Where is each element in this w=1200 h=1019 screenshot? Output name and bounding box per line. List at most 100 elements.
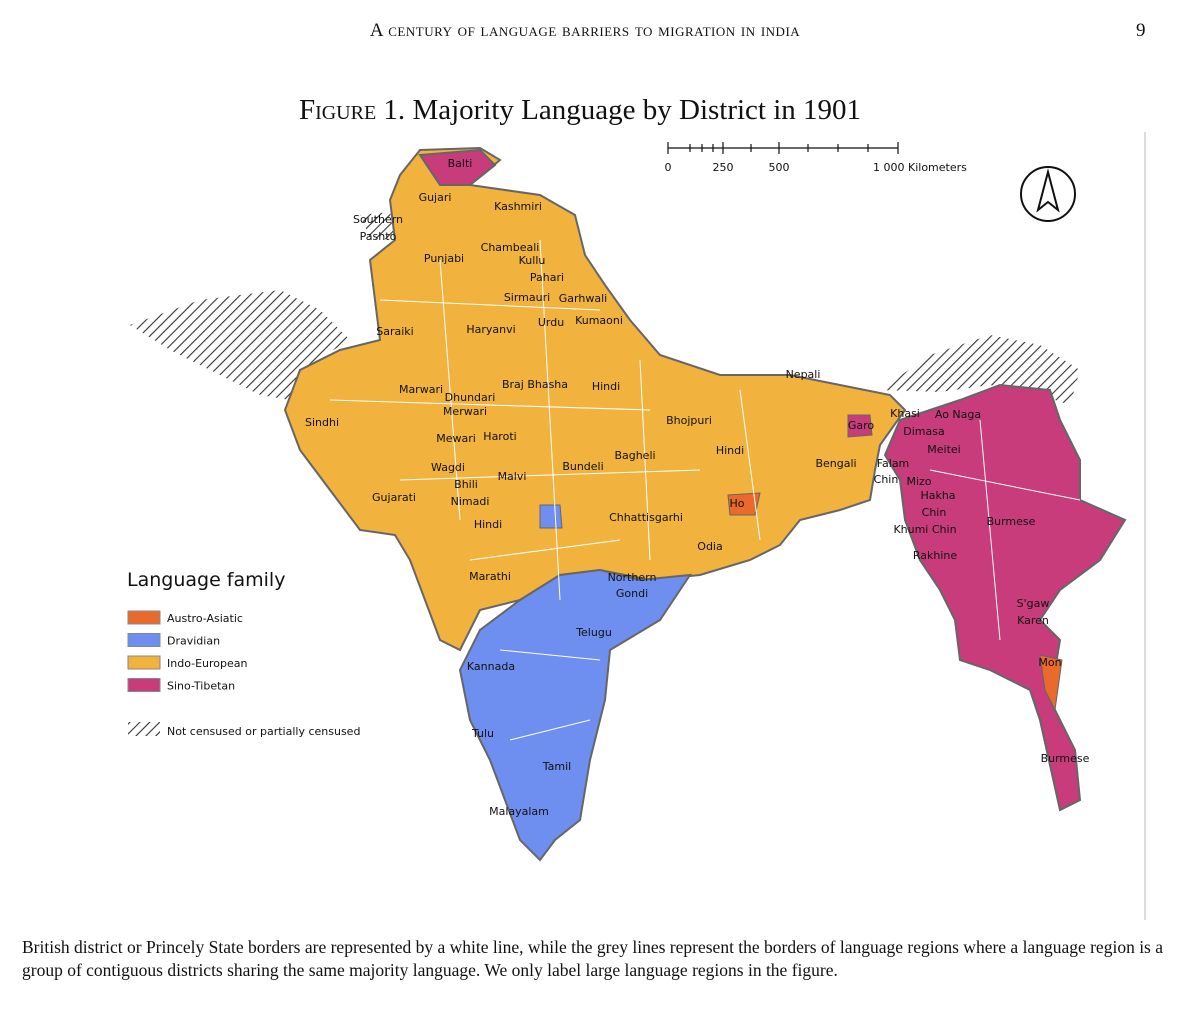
scale-bar bbox=[667, 142, 899, 154]
map-label: Sirmauri bbox=[504, 291, 550, 304]
map-label: Garo bbox=[848, 419, 875, 432]
map-label: Bengali bbox=[815, 457, 856, 470]
map-label: Malayalam bbox=[489, 805, 549, 818]
caption: British district or Princely State borde… bbox=[22, 937, 1164, 980]
map-label: Marathi bbox=[469, 570, 511, 583]
legend-label: Dravidian bbox=[167, 635, 220, 648]
legend-label: Indo-European bbox=[167, 657, 248, 670]
map-label: Ao Naga bbox=[935, 408, 981, 421]
map-label: Kashmiri bbox=[494, 200, 542, 213]
map-label: S'gaw bbox=[1017, 597, 1050, 610]
map-label: Garhwali bbox=[559, 292, 607, 305]
hatch-area bbox=[360, 212, 395, 240]
map-label: Pahari bbox=[530, 271, 564, 284]
map-label: Chhattisgarhi bbox=[609, 511, 683, 524]
map-label: Haryanvi bbox=[466, 323, 515, 336]
map-label: Dimasa bbox=[903, 425, 944, 438]
map-label: Haroti bbox=[483, 430, 516, 443]
legend-swatch bbox=[127, 655, 161, 670]
map-label: Tulu bbox=[471, 727, 494, 740]
hatch-area bbox=[130, 290, 350, 400]
map-label: Saraiki bbox=[376, 325, 413, 338]
legend-swatch bbox=[127, 610, 161, 625]
map-label: Punjabi bbox=[424, 252, 464, 265]
map-label: Chambeali bbox=[481, 241, 540, 254]
scale-label: 0 bbox=[665, 161, 672, 174]
map-label: Marwari bbox=[399, 383, 443, 396]
scale-label: 1 000 Kilometers bbox=[873, 161, 967, 174]
map-label: Karen bbox=[1017, 614, 1049, 627]
map-label: Kullu bbox=[519, 254, 546, 267]
map-label: Burmese bbox=[987, 515, 1036, 528]
map-label: Dhundari bbox=[445, 391, 496, 404]
map-label: Odia bbox=[697, 540, 722, 553]
map-label: Urdu bbox=[538, 316, 564, 329]
map-labels: Balti Gujari Kashmiri Southern Pashto Chambea… bbox=[305, 157, 1090, 818]
map-label: Gujarati bbox=[372, 491, 416, 504]
north-arrow bbox=[1020, 166, 1076, 222]
map-label: Hindi bbox=[716, 444, 744, 457]
map-label: Braj Bhasha bbox=[502, 378, 568, 391]
legend-label: Sino-Tibetan bbox=[167, 680, 235, 693]
map-label: Kannada bbox=[467, 660, 515, 673]
map-label: Wagdi bbox=[431, 461, 465, 474]
map-label: Northern bbox=[608, 571, 657, 584]
legend-hatch-label: Not censused or partially censused bbox=[167, 725, 360, 738]
map: 0 250 500 1 000 Kilometers Language fami… bbox=[127, 132, 1146, 920]
map-label: Malvi bbox=[498, 470, 527, 483]
map-label: Pashto bbox=[360, 230, 397, 243]
map-label: Bagheli bbox=[614, 449, 655, 462]
figure-title: Figure 1. Majority Language by District … bbox=[0, 94, 1160, 127]
legend-swatch bbox=[127, 678, 161, 692]
legend: Austro-Asiatic Dravidian Indo-European Sino… bbox=[127, 610, 248, 693]
map-label: Sindhi bbox=[305, 416, 339, 429]
scale-label: 250 bbox=[713, 161, 734, 174]
legend-hatch-swatch bbox=[128, 722, 160, 736]
map-label: Khasi bbox=[890, 407, 920, 420]
district-borders bbox=[329, 239, 1081, 741]
map-label: Tamil bbox=[542, 760, 571, 773]
austro-asiatic-region bbox=[727, 492, 761, 516]
map-label: Gujari bbox=[419, 191, 452, 204]
scale-label: 500 bbox=[769, 161, 790, 174]
sino-tibetan-region bbox=[847, 414, 873, 438]
page-number: 9 bbox=[1136, 20, 1146, 41]
map-label: Chin bbox=[922, 506, 947, 519]
map-label: Mon bbox=[1038, 656, 1061, 669]
legend-label: Austro-Asiatic bbox=[167, 612, 243, 625]
map-label: Merwari bbox=[443, 405, 487, 418]
header-title: A Century of Language Barriers to Migrat… bbox=[369, 20, 801, 41]
map-label: Chin bbox=[874, 473, 899, 486]
map-label: Falam bbox=[877, 457, 910, 470]
map-label: Bhili bbox=[454, 478, 478, 491]
sino-tibetan-region bbox=[883, 383, 1127, 812]
map-label: Gondi bbox=[616, 587, 648, 600]
map-label: Telugu bbox=[575, 626, 612, 639]
map-label: Bhojpuri bbox=[666, 414, 712, 427]
legend-swatch bbox=[127, 633, 161, 647]
figure-label: Figure 1. bbox=[298, 94, 406, 126]
map-label: Kumaoni bbox=[575, 314, 623, 327]
map-label: Balti bbox=[448, 157, 473, 170]
map-label: Southern bbox=[353, 213, 403, 226]
map-label: Mewari bbox=[436, 432, 476, 445]
map-label: Nimadi bbox=[451, 495, 490, 508]
map-label: Burmese bbox=[1041, 752, 1090, 765]
map-label: Mizo bbox=[906, 475, 931, 488]
map-label: Hakha bbox=[920, 489, 955, 502]
austro-asiatic-region bbox=[1039, 654, 1063, 712]
map-label: Ho bbox=[729, 497, 744, 510]
map-label: Khumi Chin bbox=[893, 523, 956, 536]
dravidian-region bbox=[458, 568, 693, 862]
map-label: Hindi bbox=[592, 380, 620, 393]
map-label: Rakhine bbox=[913, 549, 958, 562]
map-label: Bundeli bbox=[562, 460, 603, 473]
map-label: Meitei bbox=[927, 443, 960, 456]
map-label: Hindi bbox=[474, 518, 502, 531]
sino-tibetan-region bbox=[418, 148, 497, 186]
figure-name: Majority Language by District in 1901 bbox=[412, 94, 862, 126]
map-label: Nepali bbox=[786, 368, 821, 381]
dravidian-region bbox=[539, 504, 563, 529]
legend-title: Language family bbox=[127, 569, 285, 591]
